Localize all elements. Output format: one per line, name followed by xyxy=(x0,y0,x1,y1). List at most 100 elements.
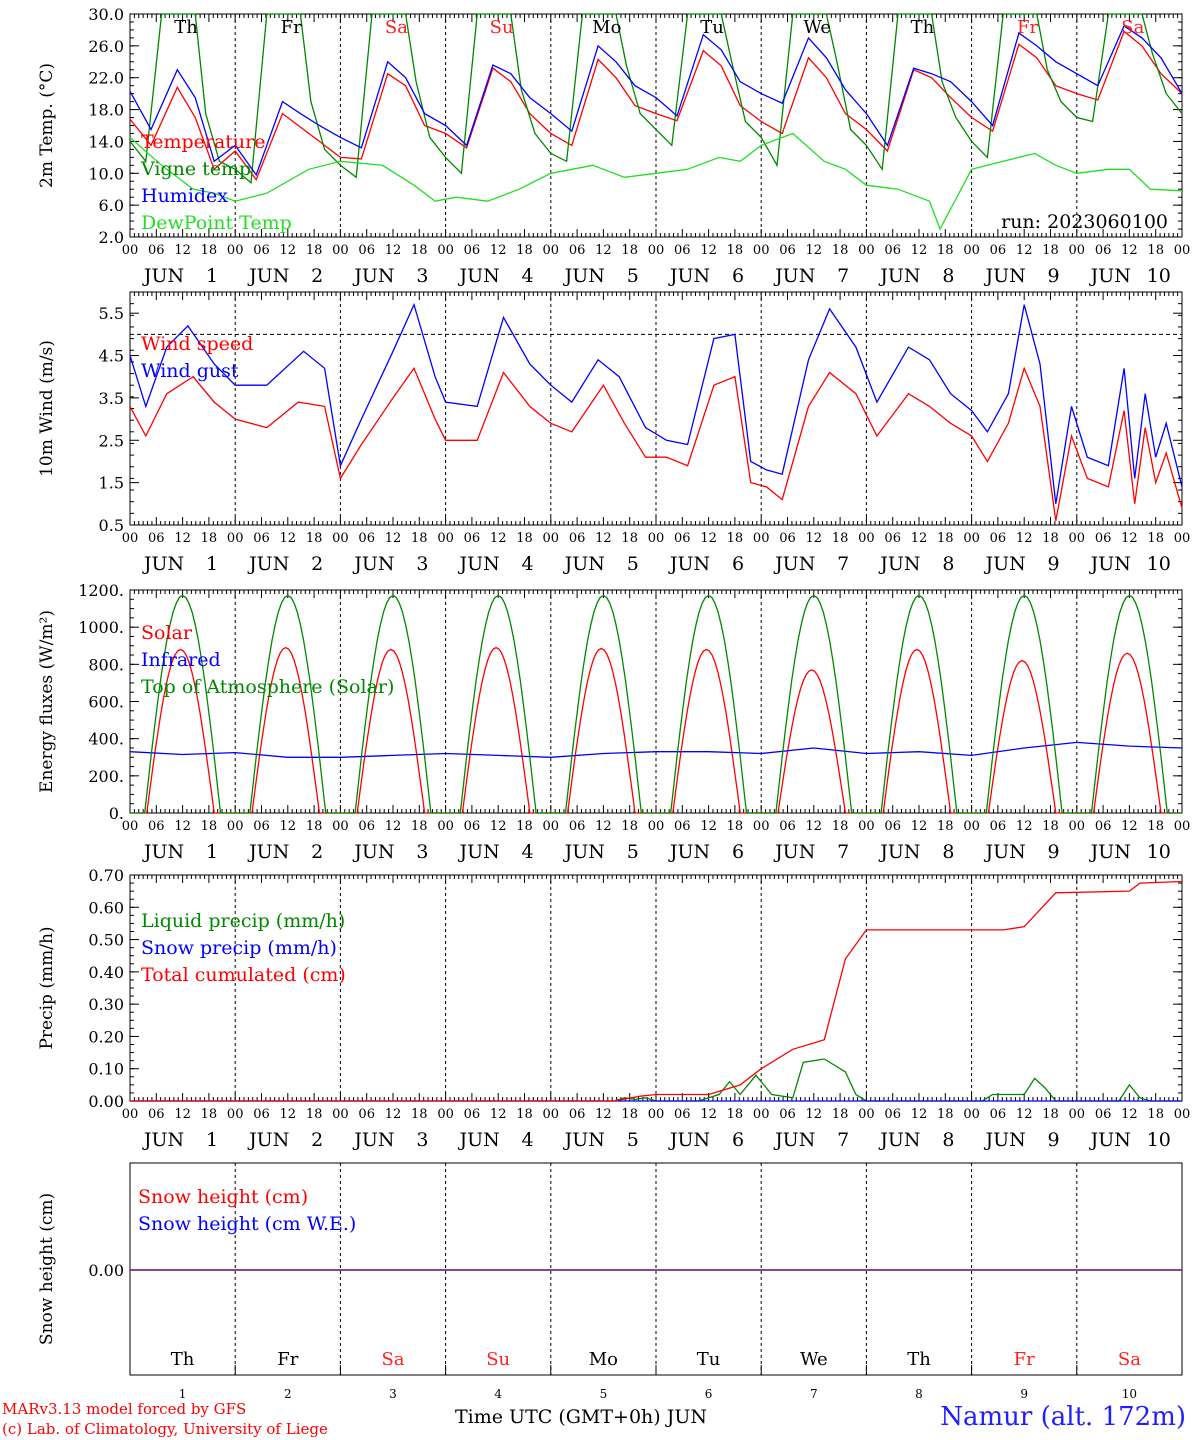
hour-tick-label: 00 xyxy=(437,531,454,546)
day-name-label: Tu xyxy=(697,1349,721,1370)
hour-tick-label: 06 xyxy=(569,819,586,834)
y-tick-label: 10.0 xyxy=(88,164,124,183)
month-label: JUN xyxy=(563,265,605,287)
hour-tick-label: 18 xyxy=(937,1107,954,1122)
day-number-label: 1 xyxy=(206,1129,218,1151)
hour-tick-label: 00 xyxy=(437,1107,454,1122)
day-name-label: We xyxy=(800,1349,828,1370)
y-tick-label: 0.50 xyxy=(88,931,124,950)
hour-tick-label: 12 xyxy=(911,243,928,258)
hour-tick-label: 18 xyxy=(937,243,954,258)
hour-tick-label: 12 xyxy=(490,819,507,834)
day-number-label: 5 xyxy=(627,553,639,575)
day-number-label: 1 xyxy=(206,553,218,575)
hour-tick-label: 18 xyxy=(306,243,323,258)
day-name-label: Sa xyxy=(385,17,408,38)
day-number-label: 1 xyxy=(179,1387,187,1401)
hour-tick-label: 18 xyxy=(411,243,428,258)
hour-tick-label: 00 xyxy=(963,243,980,258)
hour-tick-label: 06 xyxy=(779,1107,796,1122)
hour-tick-label: 00 xyxy=(1069,1107,1086,1122)
y-tick-label: 0.5 xyxy=(99,516,124,535)
hour-tick-label: 00 xyxy=(648,819,665,834)
hour-tick-label: 18 xyxy=(201,819,218,834)
hour-tick-label: 12 xyxy=(1121,531,1138,546)
y-tick-label: 0.60 xyxy=(88,898,124,917)
hour-tick-label: 18 xyxy=(937,819,954,834)
run-annotation: run: 2023060100 xyxy=(1001,211,1168,233)
day-number-label: 6 xyxy=(705,1387,713,1401)
month-label: JUN xyxy=(247,841,289,863)
hour-tick-label: 18 xyxy=(516,531,533,546)
day-number-label: 5 xyxy=(627,265,639,287)
month-label: JUN xyxy=(983,1129,1025,1151)
hour-tick-label: 00 xyxy=(122,243,139,258)
y-tick-label: 200. xyxy=(88,767,124,786)
hour-tick-label: 00 xyxy=(122,819,139,834)
y-axis-title: Energy fluxes (W/m²) xyxy=(37,610,57,793)
y-tick-label: 400. xyxy=(88,730,124,749)
hour-tick-label: 00 xyxy=(227,531,244,546)
hour-tick-label: 06 xyxy=(358,243,375,258)
hour-tick-label: 12 xyxy=(911,531,928,546)
hour-tick-label: 12 xyxy=(700,1107,717,1122)
hour-tick-label: 18 xyxy=(516,819,533,834)
hour-tick-label: 18 xyxy=(621,243,638,258)
day-number-label: 7 xyxy=(837,841,849,863)
month-label: JUN xyxy=(352,841,394,863)
hour-tick-label: 12 xyxy=(911,1107,928,1122)
hour-tick-label: 06 xyxy=(1095,243,1112,258)
month-label: JUN xyxy=(668,553,710,575)
hour-tick-label: 00 xyxy=(332,243,349,258)
hour-tick-label: 06 xyxy=(358,531,375,546)
day-number-label: 3 xyxy=(416,553,428,575)
day-number-label: 5 xyxy=(600,1387,608,1401)
month-label: JUN xyxy=(878,841,920,863)
hour-tick-label: 18 xyxy=(201,1107,218,1122)
hour-tick-label: 06 xyxy=(1095,531,1112,546)
hour-tick-label: 06 xyxy=(148,243,165,258)
hour-tick-label: 06 xyxy=(779,819,796,834)
month-label: JUN xyxy=(878,1129,920,1151)
day-number-label: 9 xyxy=(1048,841,1060,863)
plot-frame xyxy=(129,13,1183,238)
hour-tick-label: 06 xyxy=(148,531,165,546)
month-label: JUN xyxy=(773,553,815,575)
hour-tick-label: 12 xyxy=(490,243,507,258)
day-name-label: Sa xyxy=(1118,1349,1141,1370)
legend-entry: Wind gust xyxy=(141,360,239,382)
series-line xyxy=(129,24,1183,177)
hour-tick-label: 00 xyxy=(543,243,560,258)
y-axis-title: Snow height (cm) xyxy=(37,1193,57,1345)
day-number-label: 10 xyxy=(1147,553,1171,575)
day-number-label: 3 xyxy=(416,1129,428,1151)
hour-tick-label: 18 xyxy=(1147,819,1164,834)
hour-tick-label: 00 xyxy=(858,243,875,258)
legend-entry: Snow height (cm W.E.) xyxy=(138,1213,356,1235)
day-number-label: 10 xyxy=(1147,841,1171,863)
hour-tick-label: 12 xyxy=(700,531,717,546)
day-number-label: 9 xyxy=(1048,265,1060,287)
y-axis-title: 10m Wind (m/s) xyxy=(37,340,57,477)
y-tick-label: 0.10 xyxy=(88,1060,124,1079)
station-title: Namur (alt. 172m) xyxy=(940,1402,1186,1432)
hour-tick-label: 00 xyxy=(1069,531,1086,546)
day-name-label: Th xyxy=(174,17,198,38)
plot-frame xyxy=(129,589,1183,814)
y-tick-label: 800. xyxy=(88,655,124,674)
legend-entry: Vigne temp xyxy=(140,158,251,180)
month-label: JUN xyxy=(247,265,289,287)
day-number-label: 6 xyxy=(732,265,744,287)
hour-tick-label: 18 xyxy=(832,243,849,258)
y-tick-label: 6.0 xyxy=(99,196,124,215)
hour-tick-label: 06 xyxy=(674,819,691,834)
hour-tick-label: 00 xyxy=(1174,819,1191,834)
hour-tick-label: 18 xyxy=(201,531,218,546)
day-number-label: 10 xyxy=(1122,1387,1137,1401)
day-name-label: Fr xyxy=(1014,1349,1035,1370)
day-number-label: 8 xyxy=(942,841,954,863)
day-name-label: Su xyxy=(486,1349,510,1370)
hour-tick-label: 06 xyxy=(569,531,586,546)
hour-tick-label: 12 xyxy=(174,819,191,834)
legend-entry: Temperature xyxy=(141,131,265,153)
